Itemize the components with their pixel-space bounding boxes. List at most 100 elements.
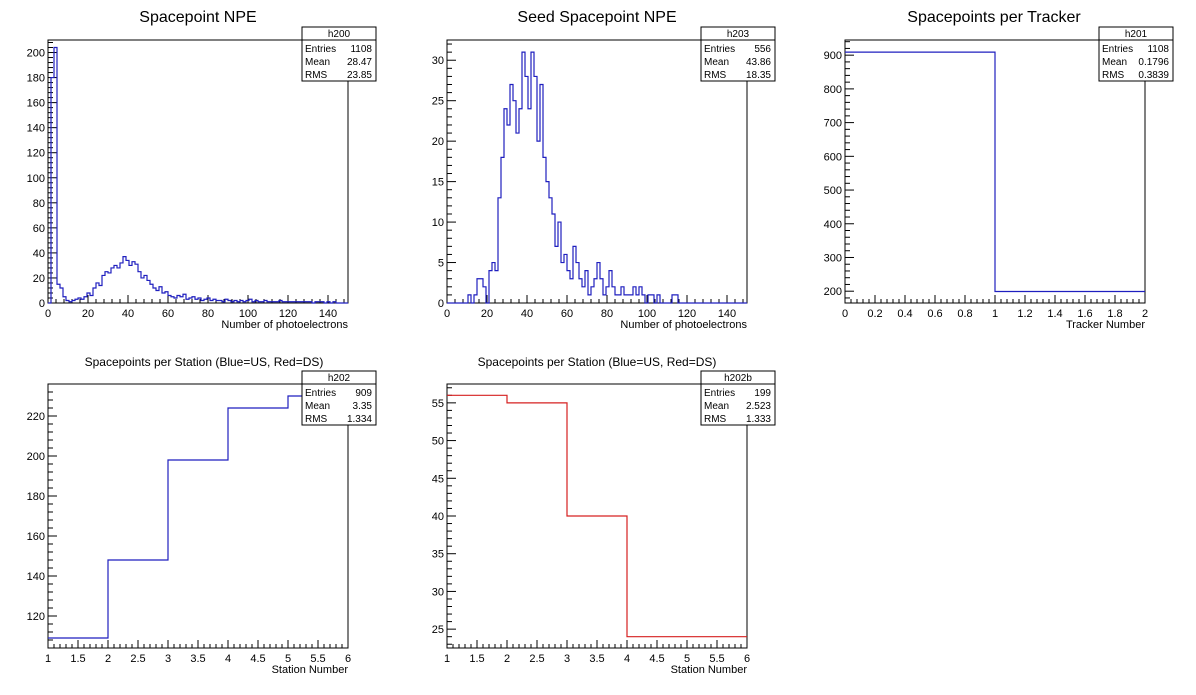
stats-label: RMS bbox=[305, 70, 328, 81]
histogram-panel-3: Spacepoints per Tracker 0 0.2 0.4 0.6 0.8 1 1.2… bbox=[824, 9, 1174, 331]
x-tick-label: 80 bbox=[202, 308, 214, 320]
stats-name: h202b bbox=[724, 373, 752, 384]
stats-value: 909 bbox=[355, 388, 372, 399]
y-tick-label: 40 bbox=[33, 248, 45, 260]
x-tick-label: 3.5 bbox=[589, 653, 604, 665]
stats-value: 28.47 bbox=[347, 57, 372, 68]
y-tick-label: 20 bbox=[33, 273, 45, 285]
x-tick-label: 1.4 bbox=[1047, 308, 1062, 320]
stats-label: Mean bbox=[704, 401, 729, 412]
y-tick-label: 30 bbox=[432, 55, 444, 67]
x-tick-label: 5.5 bbox=[709, 653, 724, 665]
x-axis-label: Number of photoelectrons bbox=[221, 319, 348, 331]
stats-name: h200 bbox=[328, 29, 351, 40]
stats-label: Mean bbox=[305, 401, 330, 412]
x-tick-label: 60 bbox=[561, 308, 573, 320]
stats-box: h203 Entries 556 Mean 43.86 RMS 18.35 bbox=[700, 26, 776, 82]
x-tick-label: 60 bbox=[162, 308, 174, 320]
x-tick-label: 40 bbox=[122, 308, 134, 320]
x-tick-label: 20 bbox=[82, 308, 94, 320]
x-tick-label: 0.2 bbox=[867, 308, 882, 320]
x-tick-label: 0 bbox=[45, 308, 51, 320]
y-tick-label: 15 bbox=[432, 177, 444, 189]
x-tick-label: 2.5 bbox=[529, 653, 544, 665]
x-tick-label: 80 bbox=[601, 308, 613, 320]
y-tick-label: 900 bbox=[824, 50, 842, 62]
y-tick-label: 140 bbox=[27, 123, 45, 135]
x-tick-label: 4 bbox=[624, 653, 630, 665]
stats-label: RMS bbox=[1102, 70, 1125, 81]
chart-title: Seed Spacepoint NPE bbox=[517, 9, 676, 26]
chart-title: Spacepoints per Tracker bbox=[907, 9, 1081, 26]
y-tick-label: 160 bbox=[27, 98, 45, 110]
y-tick-label: 60 bbox=[33, 223, 45, 235]
chart-title: Spacepoints per Station (Blue=US, Red=DS… bbox=[85, 355, 324, 369]
y-tick-label: 5 bbox=[438, 258, 444, 270]
y-tick-label: 700 bbox=[824, 118, 842, 130]
stats-box-frame bbox=[700, 370, 776, 426]
chart-title: Spacepoint NPE bbox=[139, 9, 256, 26]
stats-value: 1108 bbox=[1147, 44, 1169, 55]
x-tick-label: 2.5 bbox=[130, 653, 145, 665]
x-tick-label: 1 bbox=[444, 653, 450, 665]
chart-title: Spacepoints per Station (Blue=US, Red=DS… bbox=[478, 355, 717, 369]
y-tick-label: 220 bbox=[27, 411, 45, 423]
y-tick-label: 10 bbox=[432, 217, 444, 229]
stats-label: Mean bbox=[1102, 57, 1127, 68]
stats-name: h201 bbox=[1125, 29, 1148, 40]
histogram-series bbox=[447, 51, 747, 304]
y-tick-label: 35 bbox=[432, 549, 444, 561]
x-tick-label: 100 bbox=[239, 308, 257, 320]
x-tick-label: 3 bbox=[564, 653, 570, 665]
stats-name: h203 bbox=[727, 29, 750, 40]
plot-frame bbox=[446, 39, 748, 304]
y-tick-label: 800 bbox=[824, 84, 842, 96]
stats-box-frame bbox=[1098, 26, 1174, 82]
x-tick-label: 0.6 bbox=[927, 308, 942, 320]
x-tick-label: 40 bbox=[521, 308, 533, 320]
x-tick-label: 1.5 bbox=[469, 653, 484, 665]
y-tick-label: 200 bbox=[27, 451, 45, 463]
x-tick-label: 140 bbox=[718, 308, 736, 320]
stats-label: RMS bbox=[704, 414, 727, 425]
x-tick-label: 2 bbox=[105, 653, 111, 665]
stats-value: 556 bbox=[754, 44, 771, 55]
stats-label: Entries bbox=[1102, 44, 1133, 55]
y-tick-label: 200 bbox=[824, 286, 842, 298]
y-tick-label: 120 bbox=[27, 611, 45, 623]
y-tick-label: 45 bbox=[432, 473, 444, 485]
x-tick-label: 3 bbox=[165, 653, 171, 665]
y-tick-label: 25 bbox=[432, 624, 444, 636]
y-tick-label: 0 bbox=[39, 298, 45, 310]
x-tick-label: 1 bbox=[992, 308, 998, 320]
y-tick-label: 50 bbox=[432, 436, 444, 448]
x-tick-label: 0.8 bbox=[957, 308, 972, 320]
stats-label: Mean bbox=[305, 57, 330, 68]
x-tick-label: 100 bbox=[638, 308, 656, 320]
histogram-panel-5: Spacepoints per Station (Blue=US, Red=DS… bbox=[432, 355, 776, 676]
y-tick-label: 120 bbox=[27, 148, 45, 160]
stats-value: 0.1796 bbox=[1138, 57, 1169, 68]
y-tick-label: 30 bbox=[432, 586, 444, 598]
x-tick-label: 6 bbox=[345, 653, 351, 665]
x-tick-label: 1.8 bbox=[1107, 308, 1122, 320]
stats-box-frame bbox=[301, 26, 377, 82]
x-tick-label: 0 bbox=[842, 308, 848, 320]
x-tick-label: 1 bbox=[45, 653, 51, 665]
stats-value: 3.35 bbox=[353, 401, 373, 412]
y-tick-label: 55 bbox=[432, 398, 444, 410]
x-tick-label: 3.5 bbox=[190, 653, 205, 665]
y-tick-label: 20 bbox=[432, 136, 444, 148]
x-axis-label: Station Number bbox=[671, 664, 748, 676]
x-tick-label: 1.2 bbox=[1017, 308, 1032, 320]
stats-value: 18.35 bbox=[746, 70, 771, 81]
histogram-series bbox=[48, 395, 348, 639]
histogram-series bbox=[845, 51, 1145, 293]
histogram-panel-4: Spacepoints per Station (Blue=US, Red=DS… bbox=[27, 355, 377, 676]
histogram-panel-1: Spacepoint NPE 0 20 40 60 80 100 120 140 0 20 40 60 8… bbox=[27, 9, 377, 331]
x-axis-label: Number of photoelectrons bbox=[620, 319, 747, 331]
x-tick-label: 120 bbox=[279, 308, 297, 320]
stats-label: Entries bbox=[305, 388, 336, 399]
x-tick-label: 5.5 bbox=[310, 653, 325, 665]
